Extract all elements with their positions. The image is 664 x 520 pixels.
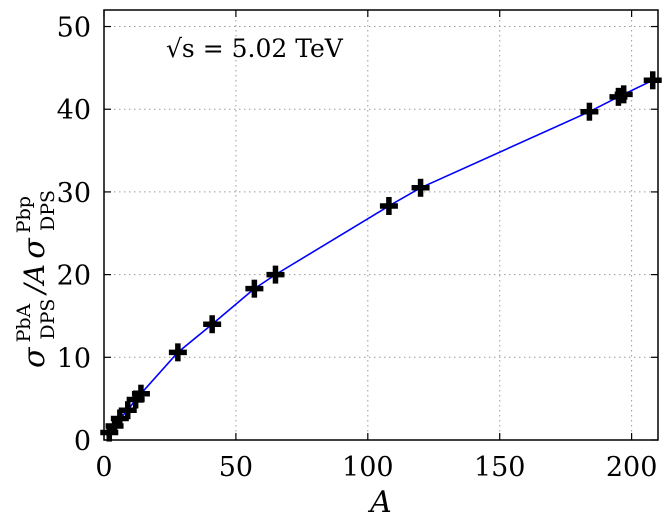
data-point bbox=[643, 71, 662, 90]
ylabel-sup-1: PbA bbox=[13, 303, 35, 342]
energy-annotation: √s = 5.02 TeV bbox=[166, 34, 344, 63]
data-point bbox=[379, 196, 398, 215]
ylabel-sup-2: Pbp bbox=[13, 196, 35, 233]
x-tick-label: 50 bbox=[219, 452, 253, 483]
plot-frame bbox=[103, 9, 659, 441]
data-point bbox=[131, 384, 150, 403]
data-point bbox=[580, 102, 599, 121]
data-point bbox=[203, 315, 222, 334]
y-axis-title: σ PbA DPS /A σ Pbp DPS bbox=[13, 190, 59, 368]
data-point bbox=[614, 85, 633, 104]
data-point bbox=[118, 401, 137, 420]
data-point bbox=[266, 265, 285, 284]
y-tick-label: 40 bbox=[57, 95, 91, 126]
ylabel-sigma-2: σ bbox=[17, 237, 52, 259]
y-tick-label: 30 bbox=[57, 178, 91, 209]
data-point bbox=[245, 279, 264, 298]
y-tick-label: 10 bbox=[57, 343, 91, 374]
x-tick-label: 150 bbox=[474, 452, 526, 483]
y-tick-label: 20 bbox=[57, 261, 91, 292]
data-markers bbox=[100, 71, 662, 442]
annotation: √s = 5.02 TeV bbox=[166, 34, 344, 63]
grid bbox=[103, 10, 658, 441]
x-tick-label: 100 bbox=[342, 452, 394, 483]
x-axis-title: A bbox=[367, 485, 392, 520]
data-point bbox=[168, 343, 187, 362]
data-point bbox=[411, 178, 430, 197]
x-tick-label: 200 bbox=[606, 452, 658, 483]
fit-line-layer bbox=[106, 79, 654, 437]
ticks: 0 50 100 150 200 0 10 20 30 40 50 bbox=[57, 10, 658, 483]
x-tick-label: 0 bbox=[95, 452, 112, 483]
svg-text:σ PbA DPS /A: σ PbA DPS /A σ Pbp DPS bbox=[13, 190, 59, 368]
ylabel-sigma-1: σ bbox=[17, 346, 52, 368]
ylabel-sub-2: DPS bbox=[37, 190, 59, 231]
ylabel-middle: /A bbox=[18, 264, 51, 297]
y-tick-label: 50 bbox=[57, 13, 91, 44]
ylabel-sub-1: DPS bbox=[37, 299, 59, 340]
fit-line bbox=[106, 79, 654, 437]
y-tick-label: 0 bbox=[74, 426, 91, 457]
